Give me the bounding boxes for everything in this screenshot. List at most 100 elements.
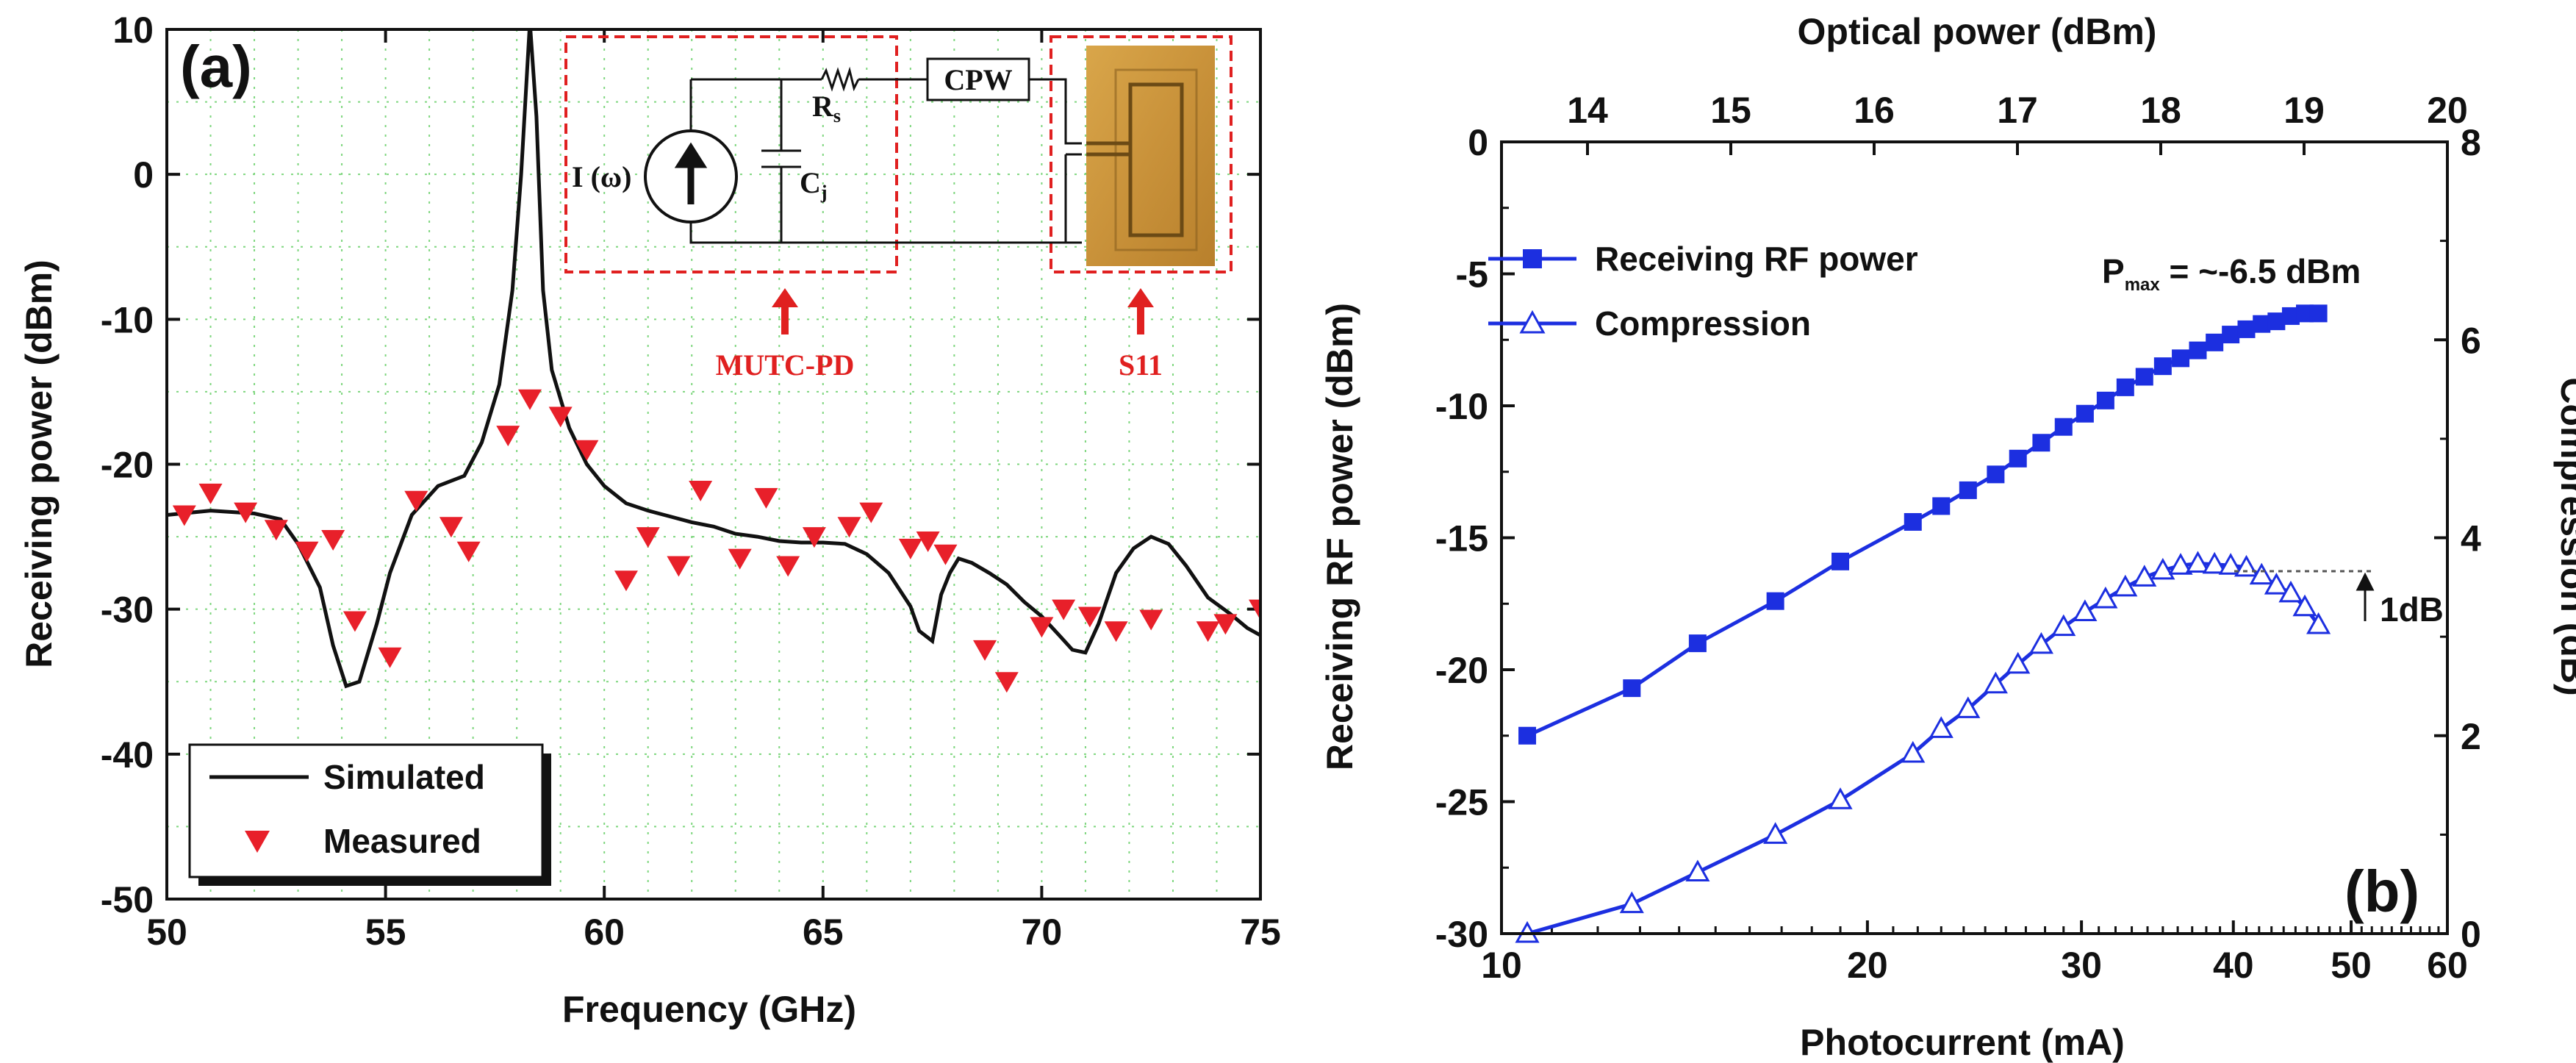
s11-label: S11: [1119, 348, 1163, 382]
ticks-a: 50 55 60 65 70 75 10 0 -10 -20 -30 -40 -50: [101, 10, 1281, 953]
y-tick-label-b: -25: [1435, 782, 1488, 823]
measured-point: [198, 483, 223, 504]
simulated-curve: [167, 29, 1260, 689]
measured-point: [575, 440, 599, 461]
y-tick-label-a: -10: [101, 299, 154, 340]
measured-point: [378, 647, 402, 668]
y-tick-label-b: -10: [1435, 386, 1488, 427]
1db-label: 1dB: [2380, 590, 2444, 629]
legend-marker-compression: [1519, 309, 1546, 334]
y2-axis-title-b: Compression (dB): [2553, 377, 2576, 695]
x-tick-label-a: 55: [365, 912, 406, 953]
compression-markers: [1515, 551, 2331, 943]
compression-point: [2132, 565, 2157, 587]
y-tick-label-b: -15: [1435, 518, 1488, 559]
y2-tick-label-b: 8: [2461, 122, 2481, 163]
compression-point: [2028, 631, 2053, 654]
x-tick-label-b: 30: [2061, 945, 2102, 986]
measured-point: [973, 640, 997, 661]
measured-point: [518, 389, 542, 410]
panel-label-b: (b): [2344, 859, 2419, 924]
legend-label-measured: Measured: [323, 822, 481, 860]
measured-point: [1052, 599, 1076, 620]
compression-point: [1685, 859, 1710, 882]
compression-point: [2202, 551, 2227, 574]
measured-point: [837, 517, 861, 538]
legend-label-compression: Compression: [1595, 304, 1811, 343]
measured-point: [295, 541, 319, 562]
rf-power-point: [2189, 341, 2207, 359]
cpw-box: [926, 57, 1030, 101]
measured-point: [689, 480, 713, 501]
x2-axis-title-b: Optical power (dBm): [1798, 11, 2157, 52]
x-tick-label-a: 50: [146, 912, 187, 953]
measured-point: [1249, 599, 1260, 620]
y2-tick-label-b: 6: [2461, 320, 2481, 361]
rf-power-point: [2222, 326, 2240, 344]
measured-point: [916, 531, 940, 552]
cj-label: Cj: [800, 166, 828, 203]
measured-point: [802, 527, 826, 548]
measured-point: [1030, 617, 1054, 638]
x-axis-title-a: Frequency (GHz): [562, 989, 856, 1030]
y-tick-label-b: -20: [1435, 650, 1488, 691]
mutc-pd-label: MUTC-PD: [716, 348, 855, 382]
rf-power-point: [2237, 320, 2256, 338]
y-axis-title-a: Receiving power (dBm): [18, 260, 60, 668]
measured-point: [1196, 621, 1220, 643]
x-tick-label-b: 20: [1847, 945, 1888, 986]
grid-a: [167, 29, 1260, 899]
compression-point: [1983, 671, 2008, 694]
compression-point: [2185, 551, 2211, 573]
1db-arrow: [2356, 572, 2375, 621]
measured-point: [898, 538, 922, 559]
compression-line: [1526, 561, 2320, 936]
y-tick-label-a: -40: [101, 734, 154, 776]
compression-point: [2218, 553, 2243, 575]
rf-power-point: [2253, 315, 2271, 333]
compression-point: [2278, 580, 2303, 603]
measured-point: [1213, 614, 1238, 635]
y-tick-label-a: -20: [101, 445, 154, 486]
x-tick-label-b: 10: [1481, 945, 1522, 986]
rf-power-point: [2116, 378, 2134, 396]
arrow-mutc-pd: [772, 288, 798, 334]
measured-point: [1104, 621, 1128, 643]
legend-marker-rf: [1523, 249, 1542, 268]
y-tick-label-a: 10: [112, 10, 154, 51]
source-label: I (ω): [572, 160, 631, 193]
rf-power-point: [2096, 391, 2114, 409]
y-tick-label-b: -5: [1456, 254, 1488, 296]
compression-point: [2006, 651, 2031, 674]
rf-power-point: [2032, 434, 2051, 452]
rf-power-point: [2309, 304, 2328, 323]
plot-frame-b: [1500, 140, 2449, 935]
rf-power-point: [2153, 357, 2172, 376]
y-tick-label-a: -50: [101, 879, 154, 920]
compression-point: [1901, 740, 1926, 763]
compression-point: [2306, 612, 2331, 634]
rf-power-point: [2054, 418, 2073, 436]
rf-power-point: [1932, 497, 1951, 515]
measured-point: [636, 527, 660, 548]
rf-power-point: [1987, 465, 2005, 484]
compression-point: [1763, 822, 1788, 844]
measured-point: [172, 505, 196, 526]
rf-power-point: [2135, 368, 2153, 386]
x2-tick-label-b: 14: [1567, 90, 1608, 131]
arrow-s11: [1127, 288, 1154, 334]
compression-point: [2113, 574, 2138, 597]
compression-point: [2264, 573, 2289, 595]
compression-point: [2292, 594, 2317, 617]
x-axis-title-b: Photocurrent (mA): [1800, 1022, 2125, 1063]
legend-a: Simulated Measured: [188, 743, 551, 886]
measured-point: [667, 556, 691, 577]
mutc-pd-box: [564, 35, 898, 273]
y2-tick-label-b: 0: [2461, 914, 2481, 955]
measured-point: [994, 672, 1019, 693]
rf-power-point: [1959, 481, 1977, 499]
s11-box: [1050, 35, 1233, 273]
plot-frame-a: [165, 28, 1262, 901]
